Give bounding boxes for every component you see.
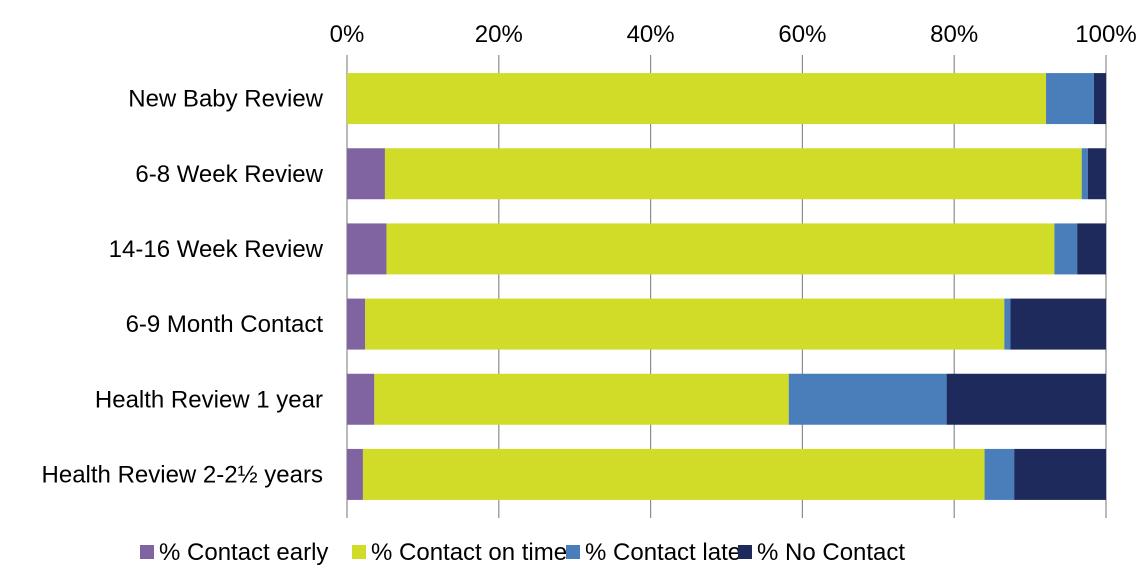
bar-segment [365,298,1005,350]
category-label: Health Review 1 year [95,386,323,413]
x-tick-label: 0% [330,21,365,48]
x-tick-label: 80% [930,21,978,48]
legend-swatch [566,545,580,559]
legend-swatch [738,545,752,559]
bar-segment [1077,223,1106,275]
x-tick-label: 20% [475,21,523,48]
legend-label: % Contact early [159,539,328,566]
legend: % Contact early % Contact on time % Contac… [140,539,905,566]
bar-segment [1010,298,1106,350]
bar-segment [384,148,1082,200]
bar-segment [347,448,363,500]
bar-segment [386,223,1055,275]
x-tick-label: 100% [1075,21,1136,48]
x-tick-label: 60% [778,21,826,48]
category-label: New Baby Review [128,86,323,113]
bar-segment [347,148,385,200]
bar-segment [984,448,1015,500]
legend-label: % No Contact [757,539,905,566]
bar-segment [1014,448,1106,500]
category-label: 6-8 Week Review [135,161,323,188]
category-label: 6-9 Month Contact [126,311,324,338]
bar-segment [1093,73,1106,125]
bar-segment [362,448,985,500]
bar-segment [347,373,375,425]
bar-segment [946,373,1106,425]
bar-segment [347,223,387,275]
bar-segment [1004,298,1011,350]
bars [347,73,1106,500]
bar-segment [347,73,1047,125]
x-tick-label: 40% [627,21,675,48]
x-axis-ticks: 0% 20% 40% 60% 80% 100% [330,21,1137,48]
legend-swatch [140,545,154,559]
bar-segment [1046,73,1094,125]
gridlines [346,55,1107,518]
bar-segment [1054,223,1078,275]
category-label: Health Review 2-2½ years [42,461,323,488]
bar-segment [1087,148,1106,200]
bar-segment [788,373,947,425]
bar-segment [374,373,789,425]
bar-segment [347,298,366,350]
bar-segment [1081,148,1088,200]
legend-swatch [352,545,366,559]
y-axis-categories: New Baby Review 6-8 Week Review 14-16 Week… [42,86,324,489]
legend-label: % Contact late [585,539,741,566]
legend-label: % Contact on time [371,539,567,566]
category-label: 14-16 Week Review [109,236,324,263]
